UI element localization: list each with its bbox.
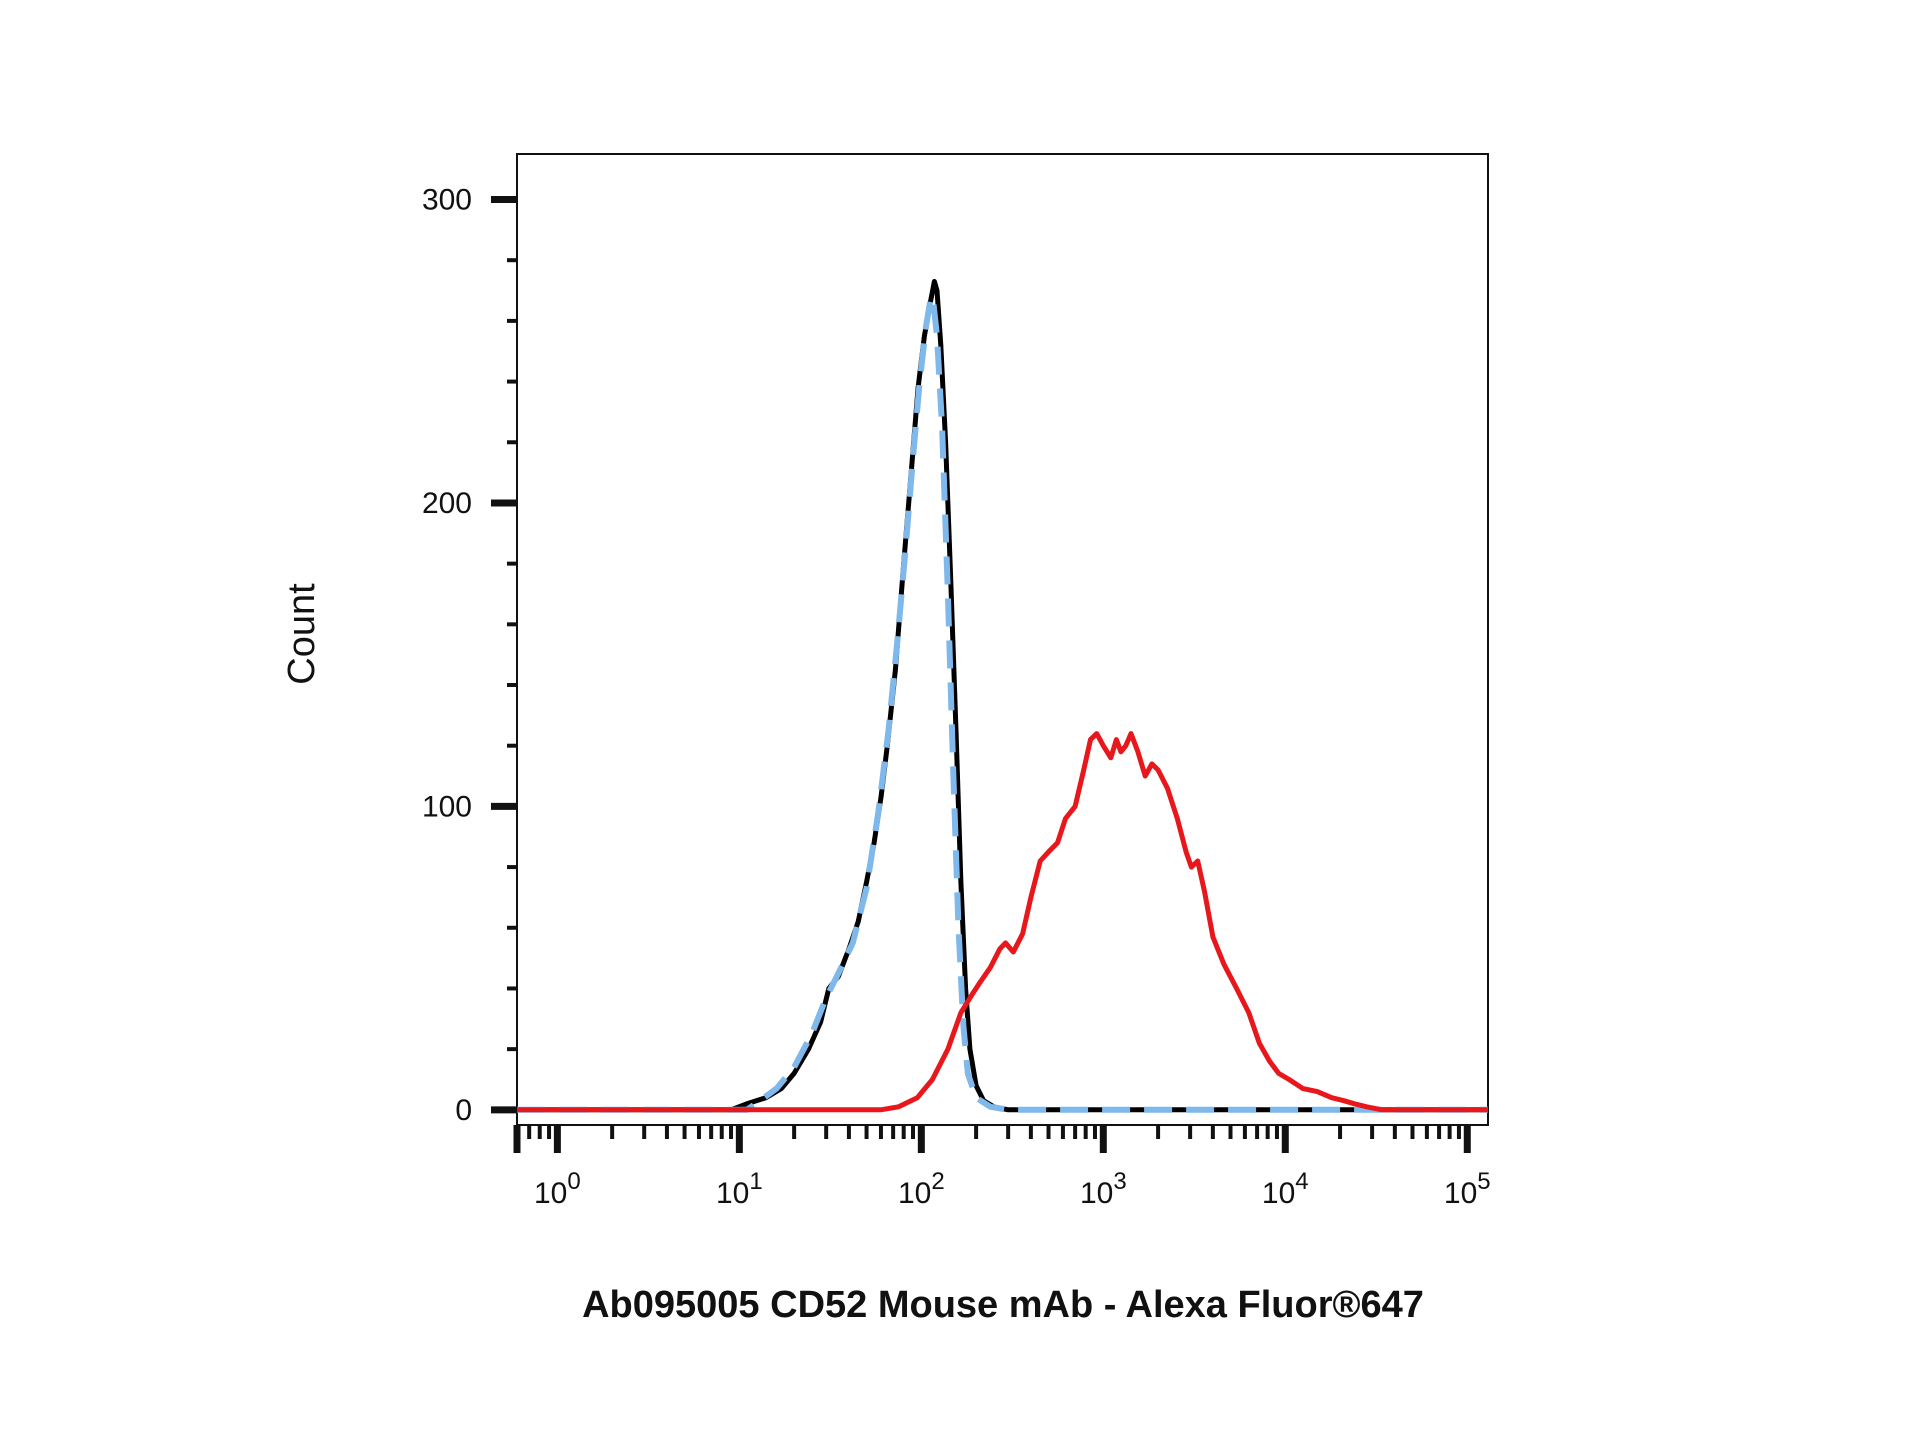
x-tick-label: 104 (1262, 1168, 1309, 1210)
y-tick-label: 200 (422, 487, 472, 520)
x-tick-label: 102 (898, 1168, 945, 1210)
y-tick-label: 100 (422, 790, 472, 823)
series-red-line (517, 731, 1488, 1113)
x-axis-label: Ab095005 CD52 Mouse mAb - Alexa Fluor®64… (582, 1284, 1424, 1326)
series-blue-dashed-line (517, 293, 1488, 1113)
x-tick-label: 100 (534, 1168, 581, 1210)
series-lines (517, 278, 1488, 1113)
x-tick-label: 105 (1444, 1168, 1491, 1210)
x-tick-label: 103 (1080, 1168, 1127, 1210)
plot-frame (516, 153, 1489, 1126)
tick-labels: 0 100 200 300 100 101 102 103 104 105 (422, 184, 1491, 1210)
x-tick-label: 101 (716, 1168, 763, 1210)
y-tick-label: 300 (422, 184, 472, 217)
y-axis-label: Count (281, 583, 323, 685)
tick-marks (491, 196, 1471, 1153)
y-tick-label: 0 (455, 1094, 472, 1127)
series-black-line (517, 278, 1488, 1113)
